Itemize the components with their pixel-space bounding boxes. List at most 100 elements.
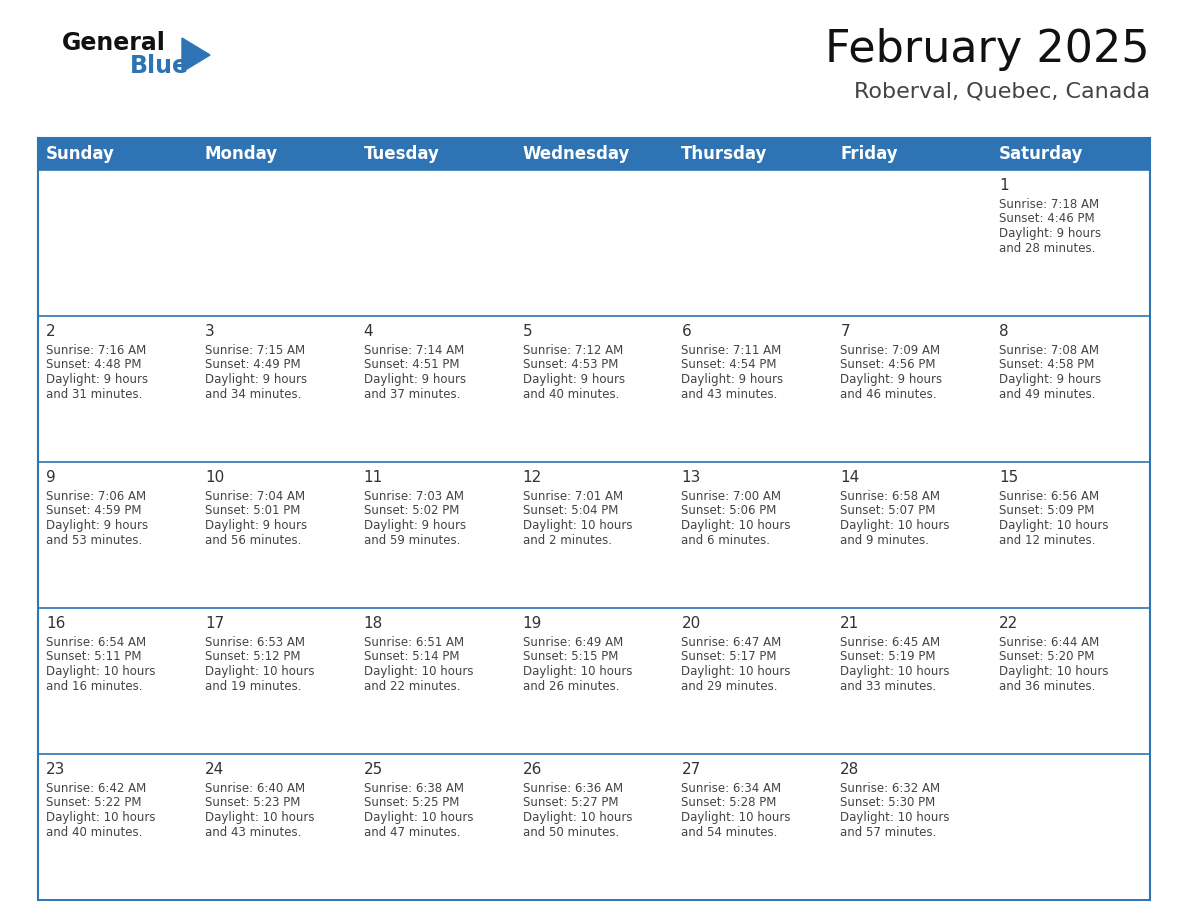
Text: Saturday: Saturday [999,145,1083,163]
Text: and 12 minutes.: and 12 minutes. [999,533,1095,546]
Text: 2: 2 [46,324,56,339]
Text: 16: 16 [46,616,65,631]
Bar [514,138,674,170]
Text: Sunrise: 6:40 AM: Sunrise: 6:40 AM [204,782,305,795]
Text: and 40 minutes.: and 40 minutes. [523,387,619,400]
Text: 28: 28 [840,762,860,777]
Text: 3: 3 [204,324,215,339]
Text: Daylight: 10 hours: Daylight: 10 hours [840,665,949,678]
Text: Daylight: 10 hours: Daylight: 10 hours [523,665,632,678]
Bar [674,316,833,462]
Text: Sunset: 5:06 PM: Sunset: 5:06 PM [682,505,777,518]
Bar [991,170,1150,316]
Text: 25: 25 [364,762,383,777]
Bar [355,316,514,462]
Text: 20: 20 [682,616,701,631]
Text: Sunset: 5:20 PM: Sunset: 5:20 PM [999,651,1094,664]
Text: Sunrise: 7:14 AM: Sunrise: 7:14 AM [364,344,465,357]
Text: Sunday: Sunday [46,145,115,163]
Text: Sunrise: 6:44 AM: Sunrise: 6:44 AM [999,636,1099,649]
Text: Sunset: 5:23 PM: Sunset: 5:23 PM [204,797,301,810]
Text: and 54 minutes.: and 54 minutes. [682,825,778,838]
Text: 12: 12 [523,470,542,485]
Text: Daylight: 10 hours: Daylight: 10 hours [364,665,473,678]
Bar [991,316,1150,462]
Text: Sunset: 5:11 PM: Sunset: 5:11 PM [46,651,141,664]
Bar [355,608,514,754]
Text: Sunset: 4:54 PM: Sunset: 4:54 PM [682,359,777,372]
Bar [197,462,355,608]
Text: Sunset: 5:02 PM: Sunset: 5:02 PM [364,505,459,518]
Text: Daylight: 9 hours: Daylight: 9 hours [46,519,148,532]
Text: Daylight: 10 hours: Daylight: 10 hours [999,519,1108,532]
Bar [38,316,197,462]
Text: General: General [62,31,166,55]
Text: Daylight: 10 hours: Daylight: 10 hours [364,811,473,824]
Text: Daylight: 10 hours: Daylight: 10 hours [523,811,632,824]
Text: Daylight: 10 hours: Daylight: 10 hours [840,519,949,532]
Text: and 29 minutes.: and 29 minutes. [682,679,778,692]
Text: 5: 5 [523,324,532,339]
Text: Sunrise: 7:08 AM: Sunrise: 7:08 AM [999,344,1099,357]
Bar [991,138,1150,170]
Text: 15: 15 [999,470,1018,485]
Text: Sunset: 4:56 PM: Sunset: 4:56 PM [840,359,936,372]
Bar [355,462,514,608]
Text: Blue: Blue [129,54,189,78]
Text: Sunrise: 6:38 AM: Sunrise: 6:38 AM [364,782,463,795]
Bar [674,138,833,170]
Text: Sunset: 5:07 PM: Sunset: 5:07 PM [840,505,936,518]
Text: Sunset: 5:30 PM: Sunset: 5:30 PM [840,797,935,810]
Text: and 19 minutes.: and 19 minutes. [204,679,302,692]
Bar [514,608,674,754]
Bar [38,462,197,608]
Bar [833,170,991,316]
Text: and 33 minutes.: and 33 minutes. [840,679,936,692]
Text: Daylight: 10 hours: Daylight: 10 hours [840,811,949,824]
Text: Sunrise: 6:51 AM: Sunrise: 6:51 AM [364,636,463,649]
Text: and 36 minutes.: and 36 minutes. [999,679,1095,692]
Text: Sunrise: 7:11 AM: Sunrise: 7:11 AM [682,344,782,357]
Text: Sunrise: 7:18 AM: Sunrise: 7:18 AM [999,198,1099,211]
Text: Wednesday: Wednesday [523,145,630,163]
Bar [991,608,1150,754]
Text: and 34 minutes.: and 34 minutes. [204,387,302,400]
Text: Sunset: 5:27 PM: Sunset: 5:27 PM [523,797,618,810]
Text: Sunrise: 6:42 AM: Sunrise: 6:42 AM [46,782,146,795]
Text: Sunset: 5:17 PM: Sunset: 5:17 PM [682,651,777,664]
Text: and 49 minutes.: and 49 minutes. [999,387,1095,400]
Text: Sunset: 5:22 PM: Sunset: 5:22 PM [46,797,141,810]
Text: Sunrise: 7:04 AM: Sunrise: 7:04 AM [204,490,305,503]
Text: and 37 minutes.: and 37 minutes. [364,387,460,400]
Text: Sunrise: 6:32 AM: Sunrise: 6:32 AM [840,782,941,795]
Text: Sunrise: 6:34 AM: Sunrise: 6:34 AM [682,782,782,795]
Text: Sunset: 5:04 PM: Sunset: 5:04 PM [523,505,618,518]
Text: and 47 minutes.: and 47 minutes. [364,825,460,838]
Text: February 2025: February 2025 [826,28,1150,71]
Text: Sunrise: 7:03 AM: Sunrise: 7:03 AM [364,490,463,503]
Bar [514,316,674,462]
Text: 19: 19 [523,616,542,631]
Text: and 50 minutes.: and 50 minutes. [523,825,619,838]
Text: and 43 minutes.: and 43 minutes. [204,825,302,838]
Text: 4: 4 [364,324,373,339]
Text: Friday: Friday [840,145,898,163]
Text: and 59 minutes.: and 59 minutes. [364,533,460,546]
Text: Roberval, Quebec, Canada: Roberval, Quebec, Canada [854,82,1150,102]
Text: Daylight: 9 hours: Daylight: 9 hours [364,373,466,386]
Bar [197,138,355,170]
Text: Thursday: Thursday [682,145,767,163]
Text: 23: 23 [46,762,65,777]
Text: Daylight: 9 hours: Daylight: 9 hours [204,373,307,386]
Text: 1: 1 [999,178,1009,193]
Text: Daylight: 10 hours: Daylight: 10 hours [682,519,791,532]
Text: Sunrise: 7:15 AM: Sunrise: 7:15 AM [204,344,305,357]
Text: Daylight: 10 hours: Daylight: 10 hours [46,665,156,678]
Text: Daylight: 9 hours: Daylight: 9 hours [204,519,307,532]
Text: and 57 minutes.: and 57 minutes. [840,825,936,838]
Text: 24: 24 [204,762,225,777]
Bar [355,138,514,170]
Bar [674,754,833,900]
Text: and 43 minutes.: and 43 minutes. [682,387,778,400]
Bar [991,462,1150,608]
